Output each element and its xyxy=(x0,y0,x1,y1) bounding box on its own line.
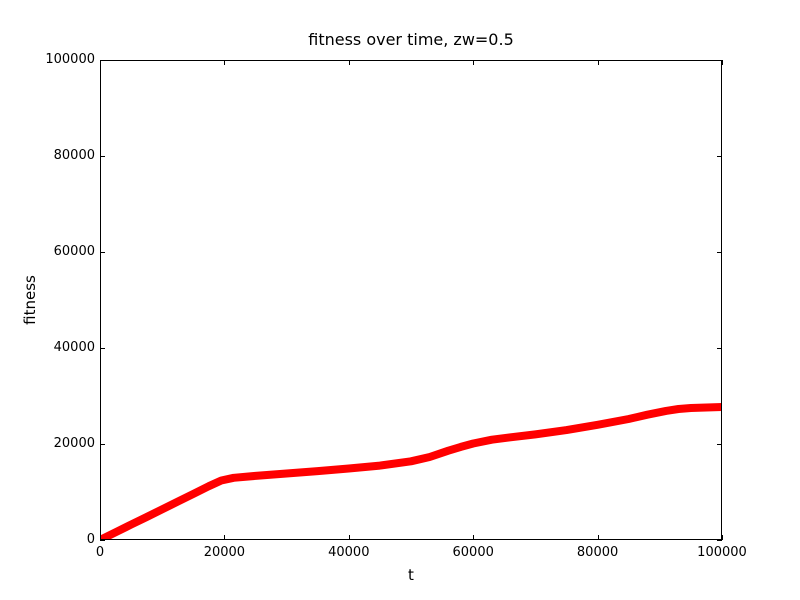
y-tick-label-40000: 40000 xyxy=(53,340,95,355)
x-tick-label-100000: 100000 xyxy=(697,545,747,560)
y-tick-label-0: 0 xyxy=(86,532,95,547)
data-series-group xyxy=(100,403,722,540)
series-fitness xyxy=(100,403,722,540)
y-tick-label-20000: 20000 xyxy=(53,436,95,451)
y-tick-label-60000: 60000 xyxy=(53,244,95,259)
chart-title: fitness over time, zw=0.5 xyxy=(308,30,514,49)
y-tick-label-100000: 100000 xyxy=(45,52,95,67)
axis-ticks xyxy=(100,60,723,541)
x-tick-label-40000: 40000 xyxy=(328,545,370,560)
x-tick-label-80000: 80000 xyxy=(576,545,619,560)
axes-frame xyxy=(100,60,722,540)
x-tick-label-60000: 60000 xyxy=(452,545,494,560)
x-axis-label: t xyxy=(408,566,414,584)
y-axis-label: fitness xyxy=(21,275,39,325)
x-tick-label-0: 0 xyxy=(95,545,105,560)
x-tick-label-20000: 20000 xyxy=(203,545,246,560)
y-tick-label-80000: 80000 xyxy=(53,148,95,163)
